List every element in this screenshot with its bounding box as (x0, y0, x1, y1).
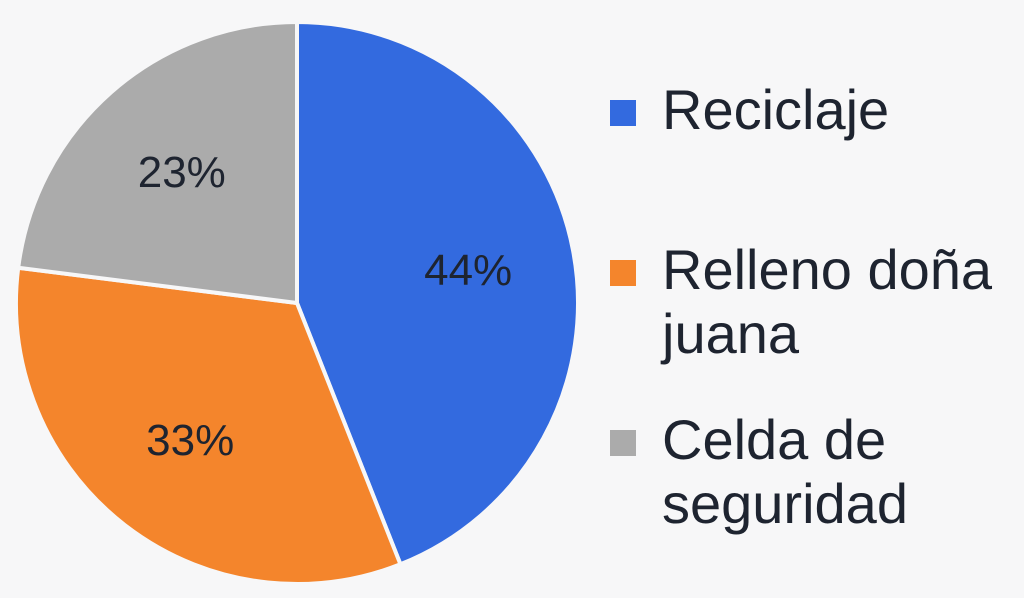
pie-slices (14, 20, 580, 586)
slice-label-celda: 23% (138, 148, 226, 197)
pie-slice-relleno (14, 265, 403, 586)
slice-label-reciclaje: 44% (424, 246, 512, 295)
pie-slice-celda (16, 20, 299, 305)
pie-slice-reciclaje (295, 20, 580, 567)
pie-slice-labels: 44% 33% 23% (138, 148, 512, 465)
legend-label-relleno: Relleno doña juana (662, 238, 993, 365)
legend-label-celda: Celda de seguridad (662, 408, 908, 535)
slice-label-relleno: 33% (146, 416, 234, 465)
legend-swatch-reciclaje (610, 100, 636, 126)
legend-swatch-celda (610, 430, 636, 456)
legend-label-reciclaje: Reciclaje (662, 78, 890, 141)
legend-swatch-relleno (610, 260, 636, 286)
